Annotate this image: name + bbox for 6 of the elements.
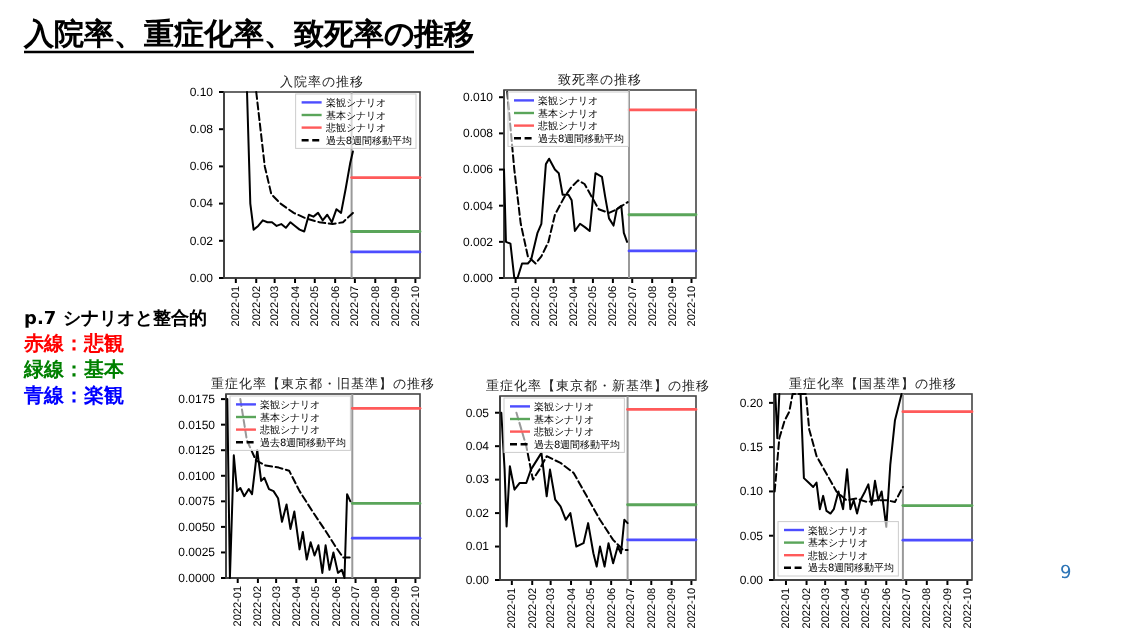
- text: p.7 シナリオと整合的: [24, 308, 207, 330]
- text: 赤線：悲観: [22, 332, 124, 356]
- text: 青線：楽観: [22, 384, 124, 408]
- text: 入院率、重症化率、致死率の推移: [22, 16, 474, 52]
- text: 9: [1060, 564, 1072, 584]
- text: 緑線：基本: [22, 358, 126, 382]
